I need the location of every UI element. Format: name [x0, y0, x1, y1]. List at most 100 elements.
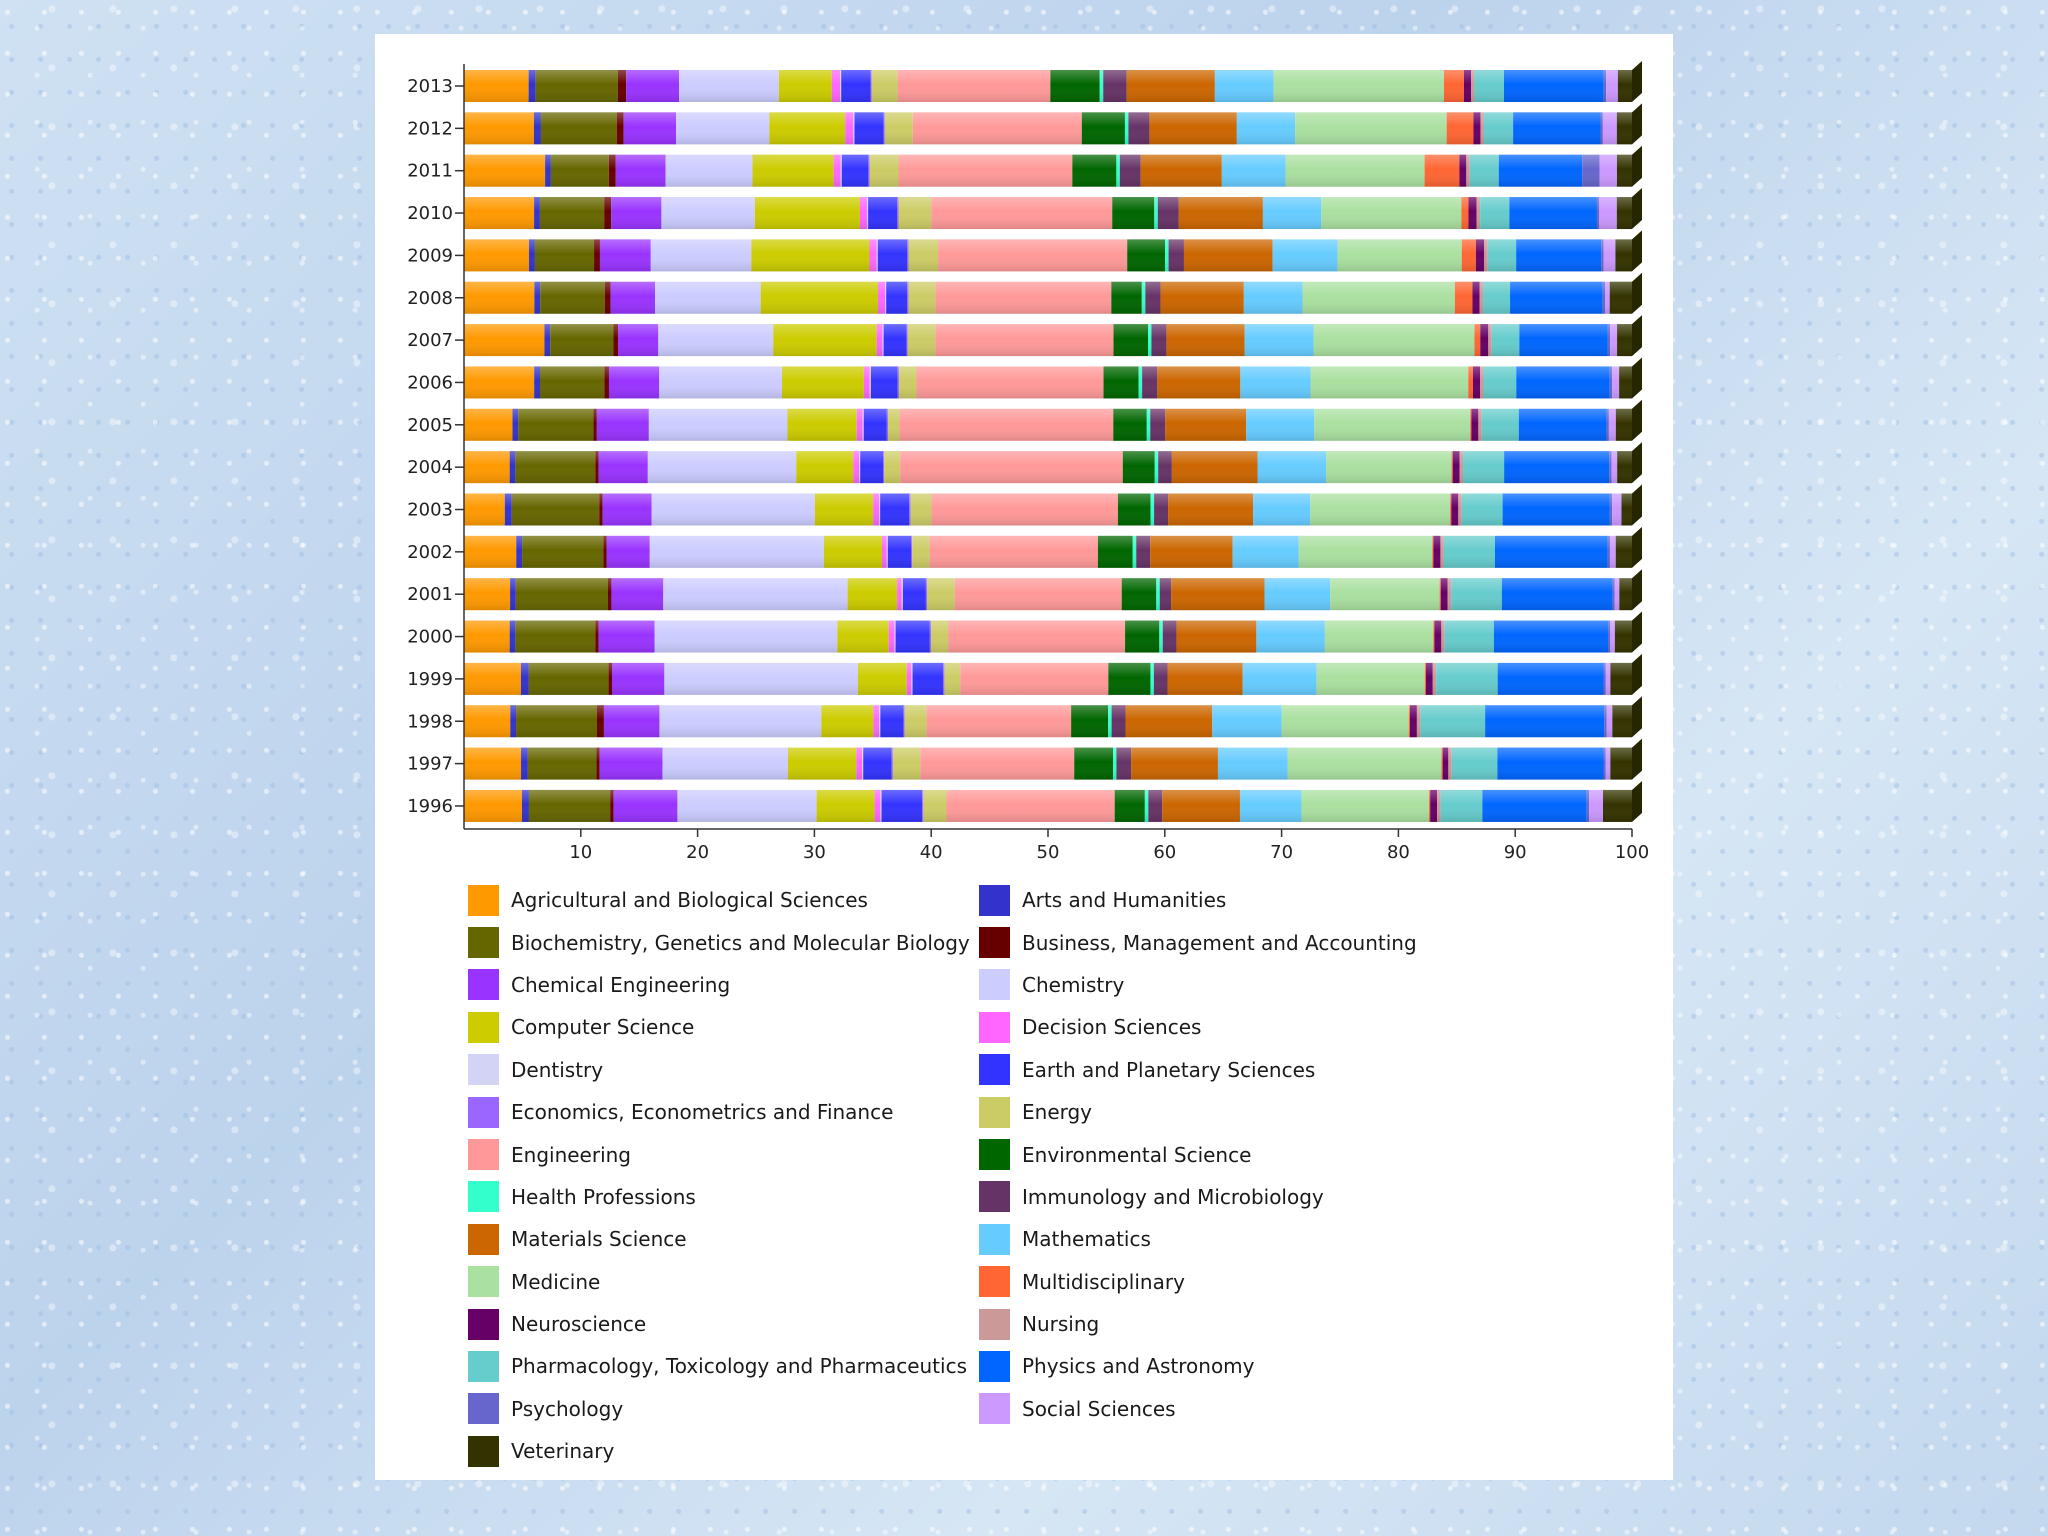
y-tick-label: 2009 [407, 245, 453, 266]
y-tick-label: 1998 [407, 711, 453, 732]
legend-item: Engineering [468, 1133, 979, 1175]
legend-item: Decision Sciences [979, 1006, 1490, 1048]
bar-row-2009: 2009 – Agricultural and Biological Scien… [464, 230, 1642, 272]
legend-swatch [468, 1011, 499, 1043]
y-tick-label: 1996 [407, 796, 453, 817]
y-tick-label: 1999 [407, 669, 453, 690]
legend-swatch [468, 1435, 499, 1467]
legend-item: Medicine [468, 1261, 979, 1303]
legend-item: Environmental Science [979, 1133, 1490, 1175]
bar-end-cap [1632, 780, 1642, 822]
bar-row-2004: 2004 – Agricultural and Biological Scien… [464, 442, 1642, 484]
bar-shine [464, 578, 1632, 611]
bar-row-2013: 2013 – Agricultural and Biological Scien… [464, 61, 1642, 102]
legend-item: Mathematics [979, 1218, 1490, 1260]
y-tick-label: 2013 [407, 76, 453, 97]
bar-row-1996: 1996 – Agricultural and Biological Scien… [464, 780, 1642, 822]
legend-swatch [979, 927, 1010, 959]
legend-item: Physics and Astronomy [979, 1345, 1490, 1387]
legend-label: Computer Science [511, 1015, 695, 1040]
bar-end-cap [1632, 696, 1642, 738]
chart-legend: Agricultural and Biological Sciences Arts… [468, 879, 1648, 1472]
x-tick-label: 40 [920, 842, 943, 863]
bar-row-1999: 1999 – Agricultural and Biological Scien… [464, 653, 1642, 695]
legend-label: Materials Science [511, 1227, 687, 1252]
legend-swatch [468, 1181, 499, 1213]
y-tick-label: 2002 [407, 542, 453, 563]
bar-shine [464, 324, 1632, 357]
legend-item: Economics, Econometrics and Finance [468, 1091, 979, 1133]
bar-end-cap [1632, 442, 1642, 484]
legend-label: Energy [1022, 1100, 1093, 1125]
bar-end-cap [1632, 103, 1642, 145]
y-tick-label: 2001 [407, 584, 453, 605]
x-tick-label: 30 [803, 842, 826, 863]
bar-end-cap [1632, 399, 1642, 441]
legend-label: Environmental Science [1022, 1142, 1252, 1167]
bar-shine [464, 197, 1632, 230]
bar-shine [464, 789, 1632, 822]
legend-label: Pharmacology, Toxicology and Pharmaceuti… [511, 1354, 967, 1379]
legend-label: Multidisciplinary [1022, 1269, 1185, 1294]
y-tick-label: 2003 [407, 500, 453, 521]
legend-swatch [979, 1096, 1010, 1128]
x-tick-label: 100 [1615, 842, 1649, 863]
legend-label: Chemistry [1022, 972, 1125, 997]
legend-label: Engineering [511, 1142, 631, 1167]
legend-label: Business, Management and Accounting [1022, 930, 1417, 955]
bar-row-2001: 2001 – Agricultural and Biological Scien… [464, 569, 1642, 611]
legend-swatch [468, 1223, 499, 1255]
x-tick-label: 60 [1153, 842, 1176, 863]
bar-end-cap [1632, 653, 1642, 695]
legend-label: Immunology and Microbiology [1022, 1184, 1324, 1209]
legend-item: Agricultural and Biological Sciences [468, 879, 979, 921]
legend-label: Arts and Humanities [1022, 888, 1227, 913]
bar-shine [464, 366, 1632, 399]
x-tick-label: 10 [569, 842, 592, 863]
legend-item: Biochemistry, Genetics and Molecular Bio… [468, 921, 979, 963]
legend-item: Chemistry [979, 964, 1490, 1006]
legend-item: Dentistry [468, 1049, 979, 1091]
bar-row-2002: 2002 – Agricultural and Biological Scien… [464, 526, 1642, 568]
bar-shine [464, 535, 1632, 568]
bar-end-cap [1632, 569, 1642, 611]
bar-shine [464, 281, 1632, 314]
legend-item: Pharmacology, Toxicology and Pharmaceuti… [468, 1345, 979, 1387]
legend-swatch [468, 1266, 499, 1298]
y-tick-label: 2011 [407, 161, 453, 182]
bar-shine [464, 154, 1632, 187]
y-tick-label: 2006 [407, 372, 453, 393]
legend-label: Nursing [1022, 1312, 1100, 1337]
legend-label: Decision Sciences [1022, 1015, 1202, 1040]
bar-shine [464, 620, 1632, 653]
legend-item: Neuroscience [468, 1303, 979, 1345]
stacked-bar-chart: 2013 – Agricultural and Biological Scien… [407, 61, 1649, 863]
y-tick-label: 2005 [407, 415, 453, 436]
bar-shine [464, 408, 1632, 441]
bar-end-cap [1632, 61, 1642, 102]
bar-shine [464, 705, 1632, 738]
bar-row-2012: 2012 – Agricultural and Biological Scien… [464, 103, 1642, 145]
legend-item: Veterinary [468, 1430, 979, 1472]
legend-swatch [468, 884, 499, 916]
legend-label: Psychology [511, 1396, 624, 1421]
legend-swatch [468, 1054, 499, 1086]
x-tick-label: 50 [1037, 842, 1060, 863]
legend-swatch [979, 1181, 1010, 1213]
bar-row-2011: 2011 – Agricultural and Biological Scien… [464, 145, 1642, 187]
bar-row-2010: 2010 – Agricultural and Biological Scien… [464, 188, 1642, 230]
legend-item: Immunology and Microbiology [979, 1176, 1490, 1218]
bar-row-1997: 1997 – Agricultural and Biological Scien… [464, 738, 1642, 780]
bar-row-1998: 1998 – Agricultural and Biological Scien… [464, 696, 1642, 738]
legend-swatch [468, 1096, 499, 1128]
y-tick-label: 2008 [407, 288, 453, 309]
legend-swatch [979, 884, 1010, 916]
y-tick-label: 2007 [407, 330, 453, 351]
legend-swatch [979, 1011, 1010, 1043]
legend-item: Nursing [979, 1303, 1490, 1345]
bar-row-2006: 2006 – Agricultural and Biological Scien… [464, 357, 1642, 399]
legend-swatch [979, 969, 1010, 1001]
bar-row-2003: 2003 – Agricultural and Biological Scien… [464, 484, 1642, 526]
legend-item: Psychology [468, 1388, 979, 1430]
y-tick-label: 2012 [407, 118, 453, 139]
